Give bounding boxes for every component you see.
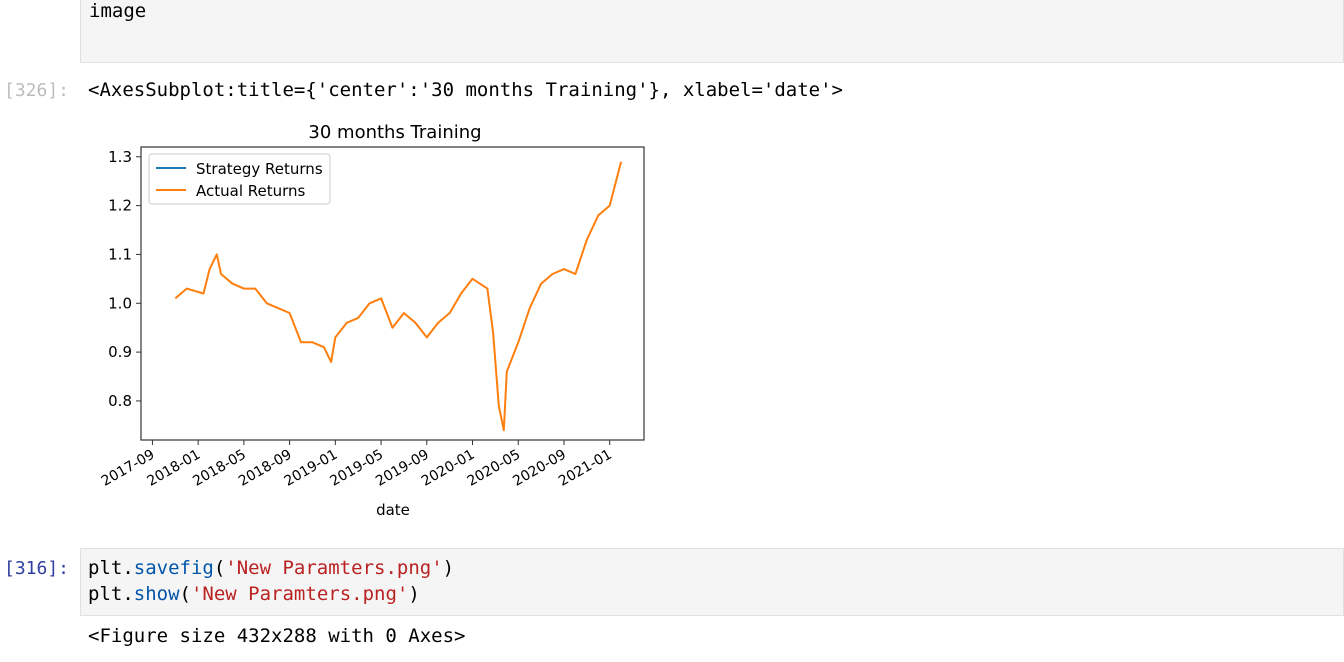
x-axis-label: date <box>376 501 410 519</box>
line-chart: 30 months Training 0.8 0.9 1.0 1.1 1.2 1.3 20… <box>99 122 645 519</box>
code-paren-open-2: ( <box>179 583 191 605</box>
code-cell-316[interactable] <box>80 548 1344 616</box>
legend-box <box>148 153 331 205</box>
code-paren-close-1: ) <box>442 557 455 579</box>
code-obj-2: plt. <box>88 583 134 605</box>
markdown-text: image <box>89 0 147 22</box>
code-paren-open-1: ( <box>213 557 226 579</box>
code-paren-close-2: ) <box>408 583 420 605</box>
y-tick-label: 1.1 <box>108 245 132 263</box>
legend-label-actual: Actual Returns <box>196 182 306 200</box>
x-tick-label: 2021-01 <box>556 447 615 490</box>
legend-label-strategy: Strategy Returns <box>196 160 323 178</box>
code-line-2: plt.show('New Paramters.png') <box>88 583 420 605</box>
output-prompt-326: [326]: <box>4 80 70 101</box>
code-obj-1: plt. <box>88 557 134 579</box>
code-fn-show: show <box>133 583 180 605</box>
y-tick-label: 0.9 <box>108 343 132 361</box>
y-tick-label: 1.0 <box>108 294 132 312</box>
axes-repr-output: <AxesSubplot:title={'center':'30 months … <box>88 79 843 101</box>
series-actual-returns <box>174 161 623 432</box>
code-string-2: 'New Paramters.png' <box>190 583 409 605</box>
figure-size-output: <Figure size 432x288 with 0 Axes> <box>88 625 466 647</box>
chart-title: 30 months Training <box>308 122 481 143</box>
code-fn-savefig: savefig <box>133 557 214 579</box>
markdown-cell[interactable]: image <box>80 0 1344 63</box>
legend: Strategy Returns Actual Returns <box>148 153 331 205</box>
y-tick-label: 0.8 <box>108 392 132 410</box>
code-string-1: 'New Paramters.png' <box>225 557 443 579</box>
code-line-1: plt.savefig('New Paramters.png') <box>88 557 454 579</box>
input-prompt-316: [316]: <box>4 558 70 579</box>
y-tick-label: 1.3 <box>108 148 132 166</box>
y-tick-label: 1.2 <box>108 197 132 215</box>
plot-area <box>140 146 645 441</box>
